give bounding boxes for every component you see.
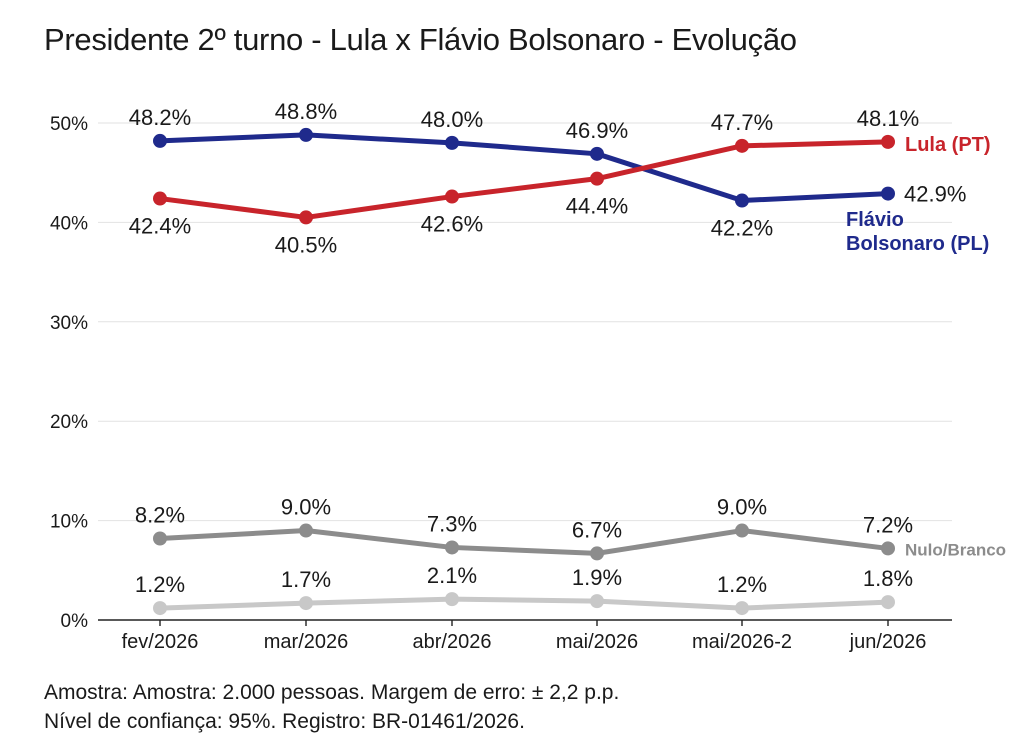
y-tick-label: 50% bbox=[50, 114, 88, 135]
data-point-other bbox=[153, 601, 167, 616]
series-name-flavio: Bolsonaro (PL) bbox=[846, 233, 989, 255]
data-point-other bbox=[299, 596, 313, 611]
data-point-lula bbox=[445, 189, 459, 204]
data-point-flavio bbox=[299, 127, 313, 142]
data-label-nulo: 7.3% bbox=[427, 511, 477, 536]
data-label-other: 1.9% bbox=[572, 565, 622, 590]
data-point-other bbox=[590, 594, 604, 609]
x-tick-label: fev/2026 bbox=[122, 631, 199, 653]
data-label-nulo: 9.0% bbox=[717, 495, 767, 520]
data-label-nulo: 9.0% bbox=[281, 495, 331, 520]
data-label-lula: 40.5% bbox=[275, 232, 337, 257]
data-label-other: 1.2% bbox=[717, 572, 767, 597]
chart-title: Presidente 2º turno - Lula x Flávio Bols… bbox=[44, 22, 797, 57]
data-label-lula: 47.7% bbox=[711, 110, 773, 135]
data-label-flavio: 42.9% bbox=[904, 182, 966, 207]
series-line-lula bbox=[157, 139, 891, 220]
data-label-flavio: 42.2% bbox=[711, 216, 773, 241]
data-point-lula bbox=[590, 171, 604, 186]
footnote-sample: Amostra: Amostra: 2.000 pessoas. Margem … bbox=[44, 681, 620, 704]
data-point-flavio bbox=[735, 193, 749, 208]
data-point-nulo bbox=[299, 523, 313, 538]
data-point-lula bbox=[735, 138, 749, 153]
series-name-nulo: Nulo/Branco bbox=[905, 540, 1006, 559]
data-label-flavio: 48.2% bbox=[129, 105, 191, 130]
data-label-nulo: 6.7% bbox=[572, 517, 622, 542]
data-point-lula bbox=[881, 134, 895, 149]
data-point-nulo bbox=[881, 541, 895, 556]
data-label-other: 1.8% bbox=[863, 566, 913, 591]
data-label-other: 1.7% bbox=[281, 567, 331, 592]
footnote: Amostra: Amostra: 2.000 pessoas. Margem … bbox=[44, 678, 619, 736]
data-point-lula bbox=[153, 191, 167, 206]
y-tick-label: 20% bbox=[50, 412, 88, 433]
y-tick-label: 10% bbox=[50, 512, 88, 533]
series-name-flavio: Flávio bbox=[846, 209, 904, 231]
data-label-nulo: 8.2% bbox=[135, 502, 185, 527]
data-label-lula: 42.4% bbox=[129, 214, 191, 239]
x-tick-label: jun/2026 bbox=[849, 631, 927, 653]
y-tick-label: 30% bbox=[50, 313, 88, 334]
x-tick-label: mai/2026-2 bbox=[692, 631, 792, 653]
data-point-nulo bbox=[153, 531, 167, 546]
data-label-flavio: 48.0% bbox=[421, 107, 483, 132]
data-label-flavio: 46.9% bbox=[566, 118, 628, 143]
data-label-lula: 42.6% bbox=[421, 212, 483, 237]
data-point-other bbox=[445, 592, 459, 607]
x-tick-label: mar/2026 bbox=[264, 631, 349, 653]
data-label-nulo: 7.2% bbox=[863, 512, 913, 537]
series-line-other bbox=[157, 596, 891, 611]
y-tick-label: 40% bbox=[50, 213, 88, 234]
data-point-other bbox=[881, 595, 895, 610]
footnote-confidence: Nível de confiança: 95%. Registro: BR-01… bbox=[44, 710, 525, 733]
data-point-flavio bbox=[445, 135, 459, 150]
data-point-flavio bbox=[881, 186, 895, 201]
data-label-flavio: 48.8% bbox=[275, 99, 337, 124]
data-point-nulo bbox=[735, 523, 749, 538]
data-point-flavio bbox=[153, 133, 167, 148]
data-label-lula: 44.4% bbox=[566, 194, 628, 219]
line-chart: 0% 10% 20% 30% 40% 50% fev/2026 mar/2026 abr/202… bbox=[50, 99, 1006, 653]
x-tick-label: abr/2026 bbox=[413, 631, 492, 653]
data-label-other: 2.1% bbox=[427, 563, 477, 588]
series-line-flavio bbox=[157, 132, 891, 204]
series-name-lula: Lula (PT) bbox=[905, 134, 991, 156]
data-point-nulo bbox=[445, 540, 459, 555]
data-point-other bbox=[735, 601, 749, 616]
data-label-lula: 48.1% bbox=[857, 106, 919, 131]
x-tick-label: mai/2026 bbox=[556, 631, 638, 653]
series-line-nulo bbox=[157, 528, 891, 556]
data-point-flavio bbox=[590, 146, 604, 161]
data-label-other: 1.2% bbox=[135, 572, 185, 597]
data-point-nulo bbox=[590, 546, 604, 561]
data-point-lula bbox=[299, 210, 313, 225]
y-tick-label: 0% bbox=[61, 611, 89, 632]
